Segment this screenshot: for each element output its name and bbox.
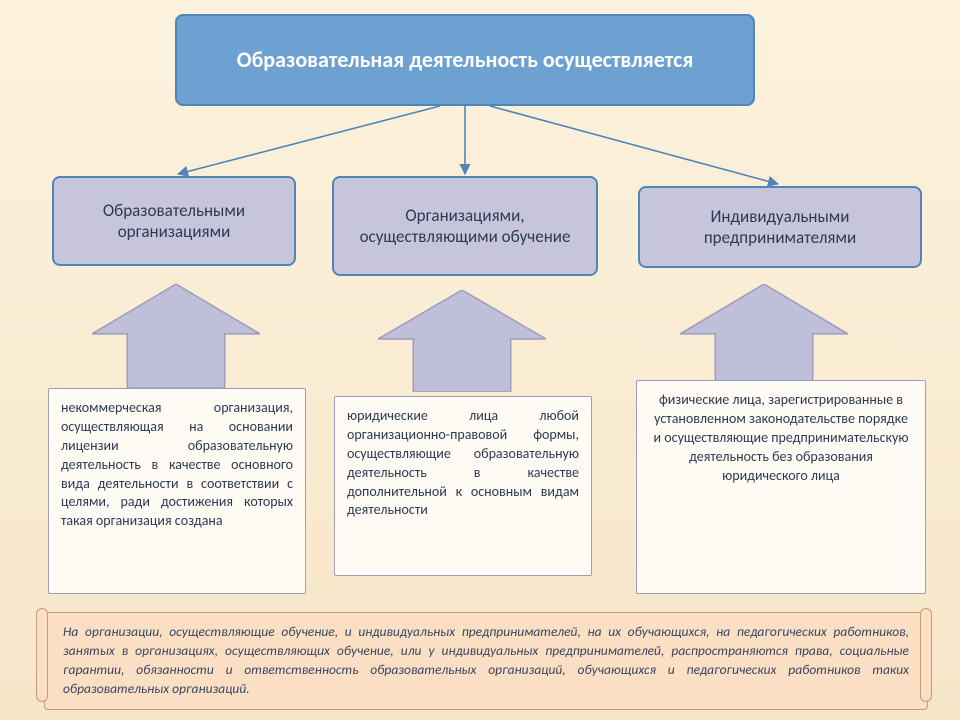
description-box-1: некоммерческая организация, осуществляющ… bbox=[48, 388, 306, 594]
category-label: Индивидуальными предпринимателями bbox=[652, 206, 908, 249]
diagram-canvas: Образовательная деятельность осуществляе… bbox=[0, 0, 960, 720]
category-box-1: Образовательными организациями bbox=[52, 176, 296, 266]
category-label: Образовательными организациями bbox=[66, 200, 282, 243]
description-text: юридические лица любой организационно-пр… bbox=[347, 407, 579, 518]
up-arrow-3 bbox=[680, 284, 848, 388]
description-text: некоммерческая организация, осуществляющ… bbox=[61, 399, 293, 529]
footer-text: На организации, осуществляющие обучение,… bbox=[63, 623, 909, 697]
title-text: Образовательная деятельность осуществляе… bbox=[237, 46, 694, 75]
category-label: Организациями, осуществляющими обучение bbox=[346, 205, 584, 248]
footer-note: На организации, осуществляющие обучение,… bbox=[44, 612, 928, 710]
up-arrow-1 bbox=[92, 284, 260, 388]
title-box: Образовательная деятельность осуществляе… bbox=[175, 14, 755, 106]
description-box-3: физические лица, зарегистрированные в ус… bbox=[636, 380, 926, 594]
up-arrow-2 bbox=[378, 290, 546, 392]
description-text: физические лица, зарегистрированные в ус… bbox=[654, 391, 909, 484]
description-box-2: юридические лица любой организационно-пр… bbox=[334, 396, 592, 576]
category-box-2: Организациями, осуществляющими обучение bbox=[332, 176, 598, 276]
category-box-3: Индивидуальными предпринимателями bbox=[638, 186, 922, 268]
